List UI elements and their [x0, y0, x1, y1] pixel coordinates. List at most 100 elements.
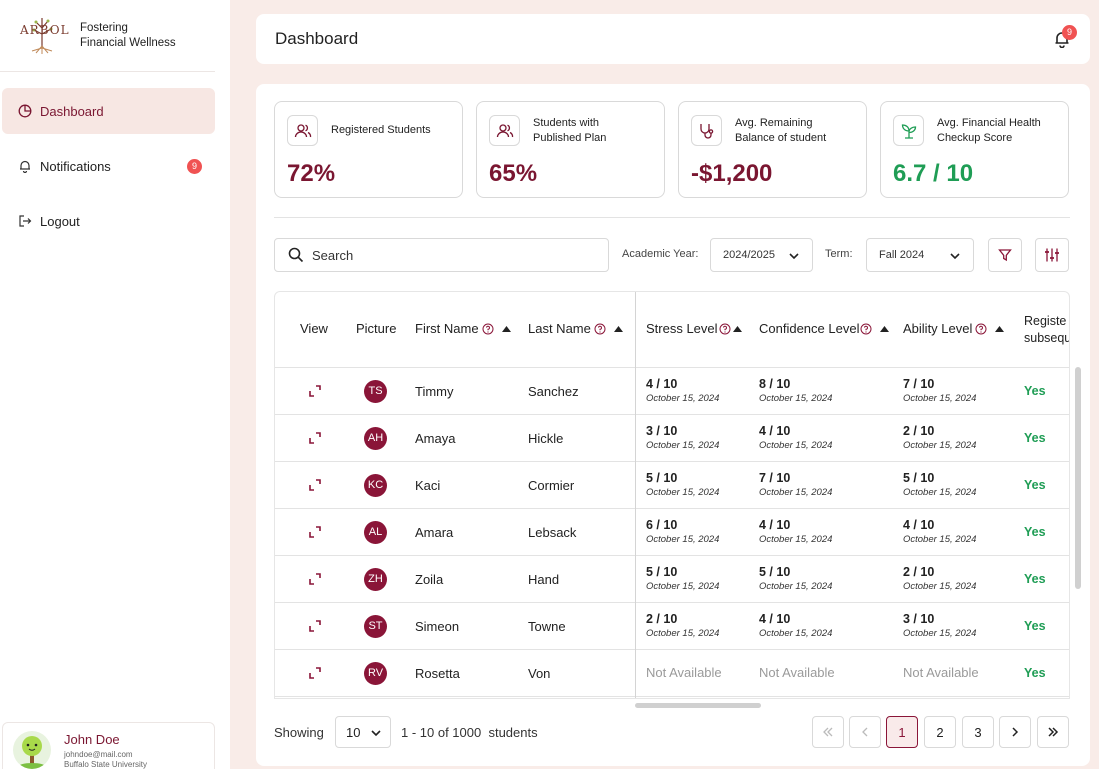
score-date: October 15, 2024: [759, 440, 833, 451]
score-date: October 15, 2024: [759, 393, 833, 404]
sidebar-item-dashboard[interactable]: Dashboard: [2, 88, 215, 134]
page-number: 3: [974, 724, 982, 740]
page-button-3[interactable]: 3: [962, 716, 994, 748]
next-page-button[interactable]: [999, 716, 1031, 748]
column-header-registered[interactable]: Registe subsequ: [1024, 313, 1069, 347]
sort-ascending-icon[interactable]: [995, 325, 1005, 332]
stat-label: Avg. Financial Health Checkup Score: [937, 117, 1041, 144]
main-panel: Registered Students 72% Students with Pu…: [256, 84, 1090, 766]
first-name-cell: Simeon: [415, 619, 460, 634]
expand-icon[interactable]: [309, 385, 321, 397]
stress-level-cell: 5 / 10 October 15, 2024: [646, 565, 719, 592]
tree-avatar-icon: [18, 736, 46, 769]
score-date: October 15, 2024: [903, 628, 977, 639]
stat-card-remaining-balance: Avg. Remaining Balance of student -$1,20…: [678, 101, 867, 198]
previous-page-button[interactable]: [849, 716, 881, 748]
help-icon[interactable]: [482, 323, 494, 335]
score-date: October 15, 2024: [903, 440, 977, 451]
first-name-cell: Timmy: [415, 384, 454, 399]
arbol-logo: ARBOL: [20, 16, 69, 56]
score-value: 4 / 10: [759, 424, 791, 438]
stat-card-health-score: Avg. Financial Health Checkup Score 6.7 …: [880, 101, 1069, 198]
sort-ascending-icon[interactable]: [613, 325, 623, 332]
help-icon[interactable]: [860, 323, 872, 335]
avatar: [13, 731, 51, 769]
sidebar-item-notifications[interactable]: Notifications 9: [2, 143, 215, 189]
expand-icon[interactable]: [309, 526, 321, 538]
expand-icon[interactable]: [309, 620, 321, 632]
score-value: 6 / 10: [646, 518, 678, 532]
confidence-level-cell: Not Available: [759, 665, 835, 680]
column-header-label: Confidence Level: [759, 321, 860, 336]
column-header-stress-level[interactable]: Stress Level: [646, 321, 742, 336]
last-page-button[interactable]: [1037, 716, 1069, 748]
table-row: ST Simeon Towne 2 / 10 October 15, 2024 4 / 1…: [275, 603, 1069, 650]
filter-button[interactable]: [988, 238, 1022, 272]
first-page-button[interactable]: [812, 716, 844, 748]
stat-card-published-plan: Students with Published Plan 65%: [476, 101, 665, 198]
sidebar-item-logout[interactable]: Logout: [2, 198, 215, 244]
column-header-last-name[interactable]: Last Name: [528, 321, 623, 336]
ability-level-cell: 2 / 10 October 15, 2024: [903, 565, 976, 592]
score-value: 3 / 10: [646, 424, 678, 438]
term-select[interactable]: Fall 2024: [866, 238, 974, 272]
showing-label: Showing: [274, 725, 324, 740]
horizontal-scrollbar[interactable]: [635, 703, 761, 708]
student-avatar: KC: [364, 474, 387, 497]
help-icon[interactable]: [719, 323, 731, 335]
sort-ascending-icon[interactable]: [880, 325, 890, 332]
registered-cell: Yes: [1024, 619, 1046, 633]
first-name-cell: Kaci: [415, 478, 441, 493]
page-size-select[interactable]: 10: [335, 716, 391, 748]
table-header: View Picture First Name Last Name Stress…: [275, 292, 1069, 368]
table-row: RV Rosetta Von Not Available Not Available No…: [275, 650, 1069, 697]
expand-icon[interactable]: [309, 432, 321, 444]
student-avatar: AH: [364, 427, 387, 450]
expand-icon[interactable]: [309, 667, 321, 679]
column-header-confidence-level[interactable]: Confidence Level: [759, 321, 890, 336]
column-header-first-name[interactable]: First Name: [415, 321, 511, 336]
confidence-level-cell: 5 / 10 October 15, 2024: [759, 565, 832, 592]
brand-tagline-line2: Financial Wellness: [80, 36, 176, 49]
stat-label: Registered Students: [331, 124, 431, 136]
score-date: October 15, 2024: [903, 534, 977, 545]
confidence-level-cell: 4 / 10 October 15, 2024: [759, 518, 832, 545]
score-value: 5 / 10: [903, 471, 935, 485]
sidebar: ARBOL Fostering Financial Wellness Dashb…: [0, 0, 230, 769]
sidebar-item-label: Notifications: [40, 158, 111, 174]
header-notification-badge: 9: [1062, 25, 1077, 40]
pie-chart-icon: [18, 104, 32, 118]
page-number: 1: [898, 724, 906, 740]
table-row: KC Kaci Cormier 5 / 10 October 15, 2024 7 / 1…: [275, 462, 1069, 509]
score-date: October 15, 2024: [903, 393, 977, 404]
help-icon[interactable]: [594, 323, 606, 335]
expand-icon[interactable]: [309, 479, 321, 491]
term-label: Term:: [825, 248, 853, 260]
users-icon: [287, 115, 318, 146]
column-header-label: Stress Level: [646, 321, 718, 336]
sort-ascending-icon[interactable]: [732, 325, 742, 332]
search-box[interactable]: [274, 238, 609, 272]
score-value: 2 / 10: [903, 565, 935, 579]
column-header-label: Last Name: [528, 321, 591, 336]
page-button-1[interactable]: 1: [886, 716, 918, 748]
academic-year-select[interactable]: 2024/2025: [710, 238, 813, 272]
student-avatar: ST: [364, 615, 387, 638]
users-icon: [489, 115, 520, 146]
sort-ascending-icon[interactable]: [501, 325, 511, 332]
vertical-scrollbar[interactable]: [1075, 367, 1081, 589]
search-input[interactable]: [312, 247, 592, 263]
score-date: October 15, 2024: [759, 581, 833, 592]
column-header-ability-level[interactable]: Ability Level: [903, 321, 1005, 336]
score-date: October 15, 2024: [646, 581, 720, 592]
first-name-cell: Zoila: [415, 572, 444, 587]
registered-cell: Yes: [1024, 525, 1046, 539]
score-date: October 15, 2024: [759, 534, 833, 545]
user-profile-card[interactable]: John Doe johndoe@mail.com Buffalo State …: [2, 722, 215, 769]
column-header-label: Registe: [1024, 314, 1067, 328]
expand-icon[interactable]: [309, 573, 321, 585]
table-row: TS Timmy Sanchez 4 / 10 October 15, 2024 8 / …: [275, 368, 1069, 415]
help-icon[interactable]: [975, 323, 987, 335]
column-settings-button[interactable]: [1035, 238, 1069, 272]
page-button-2[interactable]: 2: [924, 716, 956, 748]
